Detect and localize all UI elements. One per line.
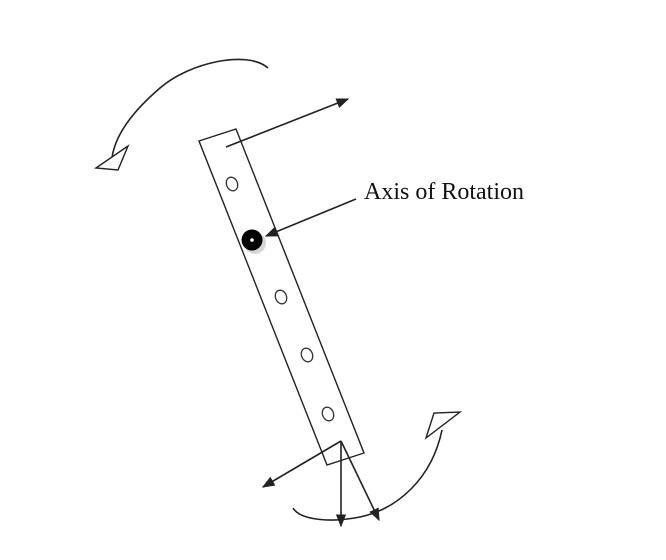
axis-pointer-arrow <box>264 198 357 237</box>
bottom-force-arrow-right <box>340 440 380 522</box>
bottom-rotation-arrowhead <box>424 411 463 440</box>
top-force-arrow <box>225 98 350 148</box>
top-rotation-arrowhead <box>94 144 130 171</box>
bar-hole-3 <box>300 347 314 363</box>
top-rotation-arc <box>111 58 269 159</box>
bar-hole-1 <box>225 176 239 192</box>
bottom-rotation-arc <box>292 429 443 521</box>
bottom-force-arrow-left <box>261 440 342 488</box>
pivot-center <box>250 238 254 242</box>
bar-hole-4 <box>321 406 335 422</box>
bar-hole-2 <box>274 289 288 305</box>
axis-of-rotation-label: Axis of Rotation <box>364 179 524 205</box>
